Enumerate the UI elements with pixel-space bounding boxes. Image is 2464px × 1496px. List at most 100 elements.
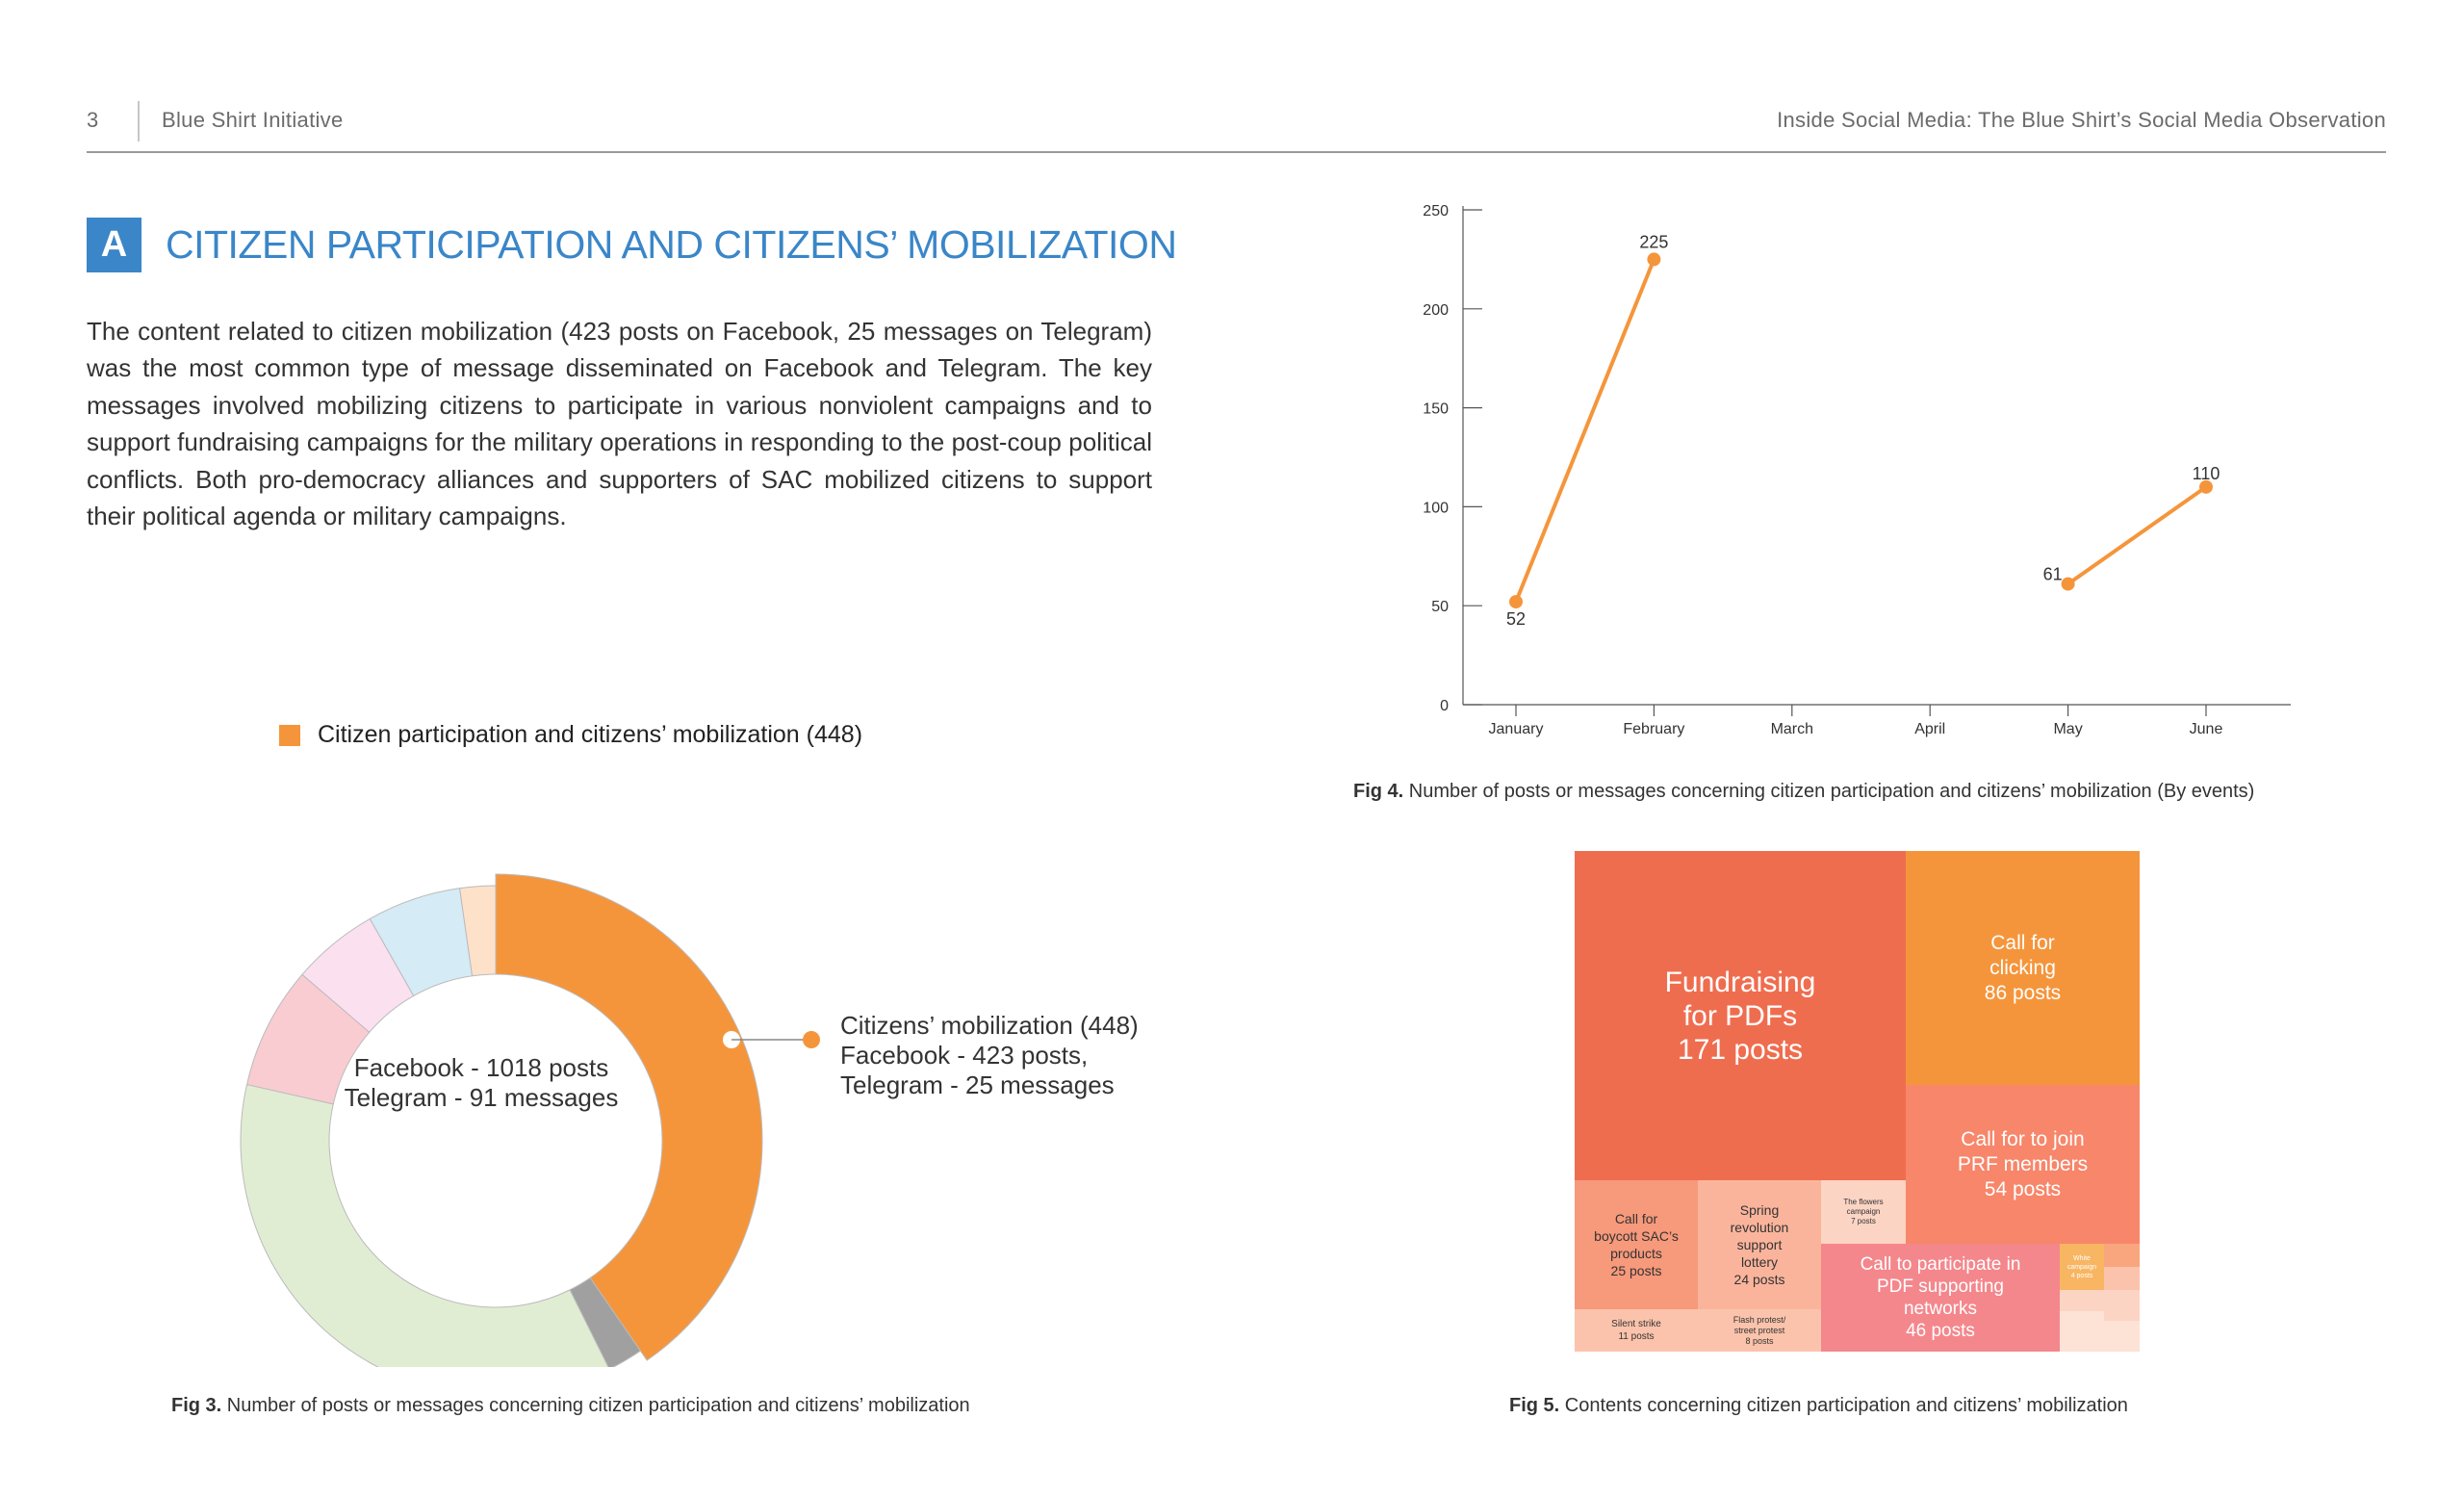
flowers-line3: 7 posts	[1851, 1217, 1876, 1225]
treemap-cell-small-4	[2104, 1290, 2140, 1321]
treemap-cell-prf: Call for to join PRF members 54 posts	[1906, 1085, 2140, 1244]
y-tick-label: 100	[1423, 500, 1449, 516]
treemap-cell-pdf-networks: Call to participate in PDF supporting ne…	[1821, 1244, 2060, 1352]
pdf-networks-line4: 46 posts	[1906, 1321, 1975, 1341]
document-title: Inside Social Media: The Blue Shirt’s So…	[1777, 108, 2386, 132]
flash-line2: street protest	[1733, 1325, 1785, 1335]
treemap-cell-clicking: Call for clicking 86 posts	[1906, 851, 2140, 1085]
y-tick-label: 250	[1423, 203, 1449, 219]
donut-callout-line	[723, 1031, 820, 1048]
white-line1: White	[2073, 1254, 2091, 1262]
line-point	[1509, 595, 1523, 609]
line-point	[2199, 479, 2213, 494]
treemap-cell-small-6	[2104, 1321, 2140, 1352]
pdf-networks-line3: networks	[1903, 1299, 1978, 1319]
fundraising-line3: 171 posts	[1677, 1033, 1804, 1066]
donut-callout-note: Citizens’ mobilization (448) Facebook - …	[840, 1011, 1139, 1100]
silent-line1: Silent strike	[1611, 1319, 1661, 1329]
x-tick-label: June	[2190, 721, 2223, 737]
lottery-line5: 24 posts	[1733, 1272, 1785, 1287]
white-line2: campaign	[2066, 1263, 2097, 1271]
donut-center-line1: Facebook - 1018 posts	[353, 1053, 609, 1082]
callout-line2: Facebook - 423 posts,	[840, 1041, 1089, 1070]
fig3-caption: Fig 3. Number of posts or messages conce…	[171, 1395, 970, 1417]
boycott-line1: Call for	[1614, 1211, 1658, 1226]
page-number: 3	[87, 108, 99, 132]
data-label: 61	[2043, 565, 2063, 584]
prf-line2: PRF members	[1957, 1152, 2089, 1175]
treemap-cell-small-1	[2104, 1244, 2140, 1267]
data-label: 110	[2193, 464, 2220, 483]
donut-slice	[459, 885, 497, 977]
fig3-caption-label: Fig 3.	[171, 1395, 222, 1416]
callout-dot-end	[803, 1031, 820, 1048]
treemap-cell-boycott: Call for boycott SAC’s products 25 posts	[1575, 1180, 1698, 1309]
lottery-line2: revolution	[1730, 1220, 1789, 1235]
x-tick-label: January	[1489, 721, 1544, 737]
lottery-line3: support	[1736, 1237, 1783, 1252]
donut-slice	[240, 1083, 609, 1367]
treemap-cell-flowers: The flowers campaign 7 posts	[1821, 1180, 1906, 1244]
line-series	[1514, 258, 1656, 603]
callout-line1: Citizens’ mobilization (448)	[840, 1011, 1139, 1040]
y-tick-label: 150	[1423, 401, 1449, 418]
boycott-line3: products	[1610, 1246, 1662, 1261]
fig3-caption-text: Number of posts or messages concerning c…	[221, 1395, 970, 1416]
boycott-line2: boycott SAC’s	[1594, 1228, 1679, 1244]
section-badge: A	[87, 218, 141, 272]
fig4-caption-label: Fig 4.	[1353, 781, 1404, 802]
treemap-cell-small-2	[2104, 1267, 2140, 1290]
y-tick-label: 50	[1431, 599, 1449, 615]
white-line3: 4 posts	[2070, 1272, 2093, 1279]
clicking-line2: clicking	[1989, 956, 2056, 979]
donut-center-text: Facebook - 1018 posts Telegram - 91 mess…	[318, 1053, 645, 1113]
line-point	[2061, 577, 2075, 591]
header-rule	[87, 151, 2386, 153]
prf-line1: Call for to join	[1961, 1127, 2085, 1150]
org-name: Blue Shirt Initiative	[162, 108, 344, 132]
x-tick-label: March	[1771, 721, 1813, 737]
treemap-cell-silent: Silent strike 11 posts	[1575, 1309, 1698, 1352]
x-tick-label: April	[1914, 721, 1945, 737]
flash-line1: Flash protest/	[1732, 1314, 1786, 1325]
fig5-caption-label: Fig 5.	[1509, 1395, 1560, 1416]
lottery-line1: Spring	[1739, 1202, 1780, 1218]
treemap: Fundraising for PDFs 171 posts Call for …	[1575, 851, 2140, 1352]
data-label: 52	[1506, 609, 1526, 629]
treemap-cell-fundraising: Fundraising for PDFs 171 posts	[1575, 851, 1906, 1180]
flowers-line2: campaign	[1846, 1207, 1881, 1216]
data-label: 225	[1639, 232, 1668, 251]
section-title: CITIZEN PARTICIPATION AND CITIZENS’ MOBI…	[166, 222, 1177, 267]
prf-line3: 54 posts	[1984, 1177, 2062, 1200]
fundraising-line2: for PDFs	[1682, 999, 1798, 1032]
flash-line3: 8 posts	[1745, 1335, 1774, 1346]
pdf-networks-line1: Call to participate in	[1860, 1254, 2021, 1275]
legend-label: Citizen participation and citizens’ mobi…	[318, 721, 863, 748]
silent-line2: 11 posts	[1618, 1331, 1655, 1342]
donut-legend: Citizen participation and citizens’ mobi…	[279, 721, 862, 749]
lottery-line4: lottery	[1740, 1254, 1779, 1270]
section-body: The content related to citizen mobilizat…	[87, 317, 1152, 531]
x-tick-label: February	[1623, 721, 1684, 737]
treemap-cell-white: White campaign 4 posts	[2060, 1244, 2104, 1290]
x-tick-label: May	[2053, 721, 2082, 737]
fig4-caption: Fig 4. Number of posts or messages conce…	[1353, 781, 2254, 803]
treemap-cell-small-3	[2060, 1290, 2104, 1311]
legend-swatch	[279, 724, 300, 746]
flowers-line1: The flowers	[1843, 1198, 1884, 1206]
line-point	[1647, 252, 1661, 267]
treemap-cell-small-5	[2060, 1311, 2104, 1352]
donut-chart	[240, 873, 763, 1367]
boycott-line4: 25 posts	[1610, 1263, 1662, 1278]
donut-center-line2: Telegram - 91 messages	[344, 1083, 619, 1112]
fig5-caption-text: Contents concerning citizen participatio…	[1559, 1395, 2128, 1416]
header-divider	[138, 101, 140, 142]
treemap-cell-lottery: Spring revolution support lottery 24 pos…	[1698, 1180, 1821, 1309]
donut-slice	[495, 873, 763, 1361]
line-series	[2066, 485, 2208, 586]
y-tick-label: 0	[1440, 698, 1449, 714]
y-tick-label: 200	[1423, 302, 1449, 319]
pdf-networks-line2: PDF supporting	[1876, 1277, 2004, 1297]
clicking-line1: Call for	[1990, 931, 2055, 954]
fundraising-line1: Fundraising	[1664, 966, 1816, 998]
